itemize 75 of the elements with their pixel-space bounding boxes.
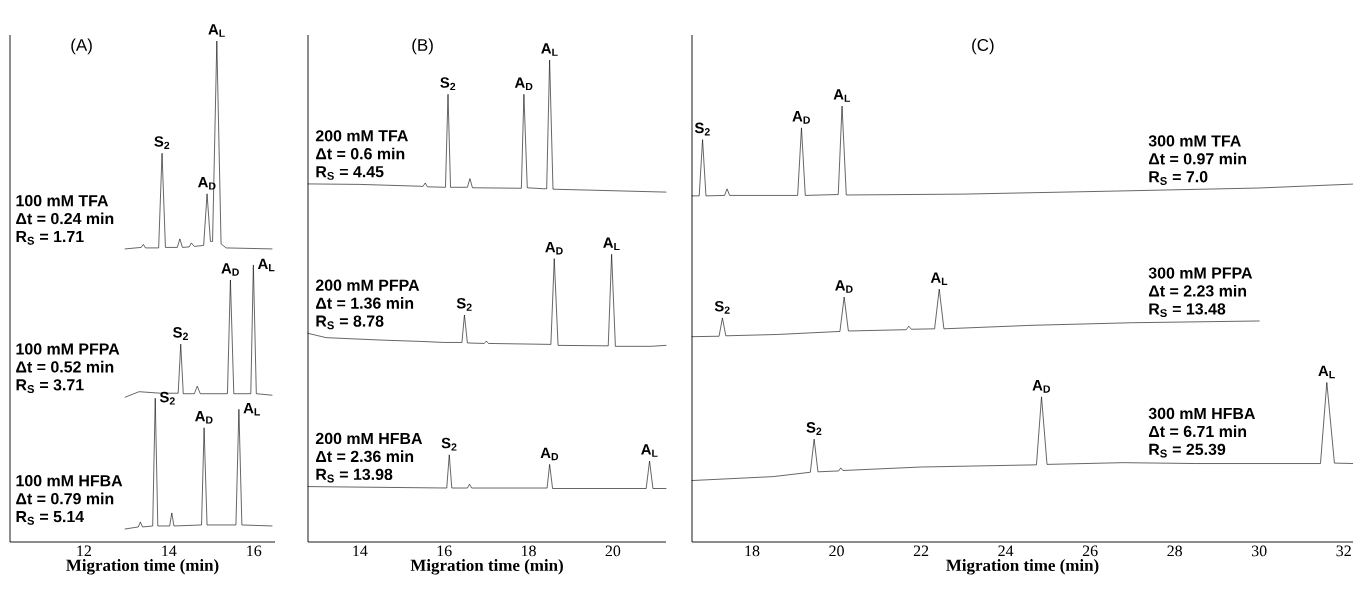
annotation: S$_{2}$	[440, 77, 456, 91]
x-axis-title: Migration time (min)	[410, 559, 563, 575]
x-tick-label: 32	[1336, 545, 1351, 557]
annotation: S$_{2}$	[806, 422, 822, 435]
annotation: S$_{2}$	[159, 391, 175, 405]
annotation: R$_{S}$ = 13.48	[1149, 303, 1226, 318]
chart-title: (B)	[412, 38, 433, 55]
annotation: Δt = 0.79 min	[16, 492, 114, 505]
x-tick-label: 20	[829, 545, 844, 557]
chart-title: (A)	[71, 38, 92, 55]
series-label: 200 mM HFBA	[315, 432, 423, 445]
annotation: Δt = 2.36 min	[316, 450, 414, 463]
annotation: Δt = 0.97 min	[1148, 152, 1247, 165]
annotation: A$_{D}$	[792, 111, 810, 124]
annotation: Δt = 0.6 min	[316, 147, 405, 160]
annotation: R$_{S}$ = 1.71	[16, 231, 84, 245]
annotation: R$_{S}$ = 4.45	[316, 166, 384, 180]
text: 300 mM TFA	[1148, 135, 1241, 147]
annotation: Δt = 6.71 min	[1148, 425, 1247, 438]
annotation: R$_{S}$ = 3.71	[16, 379, 84, 394]
annotation: A$_{D}$	[221, 263, 239, 276]
annotation: R$_{S}$ = 25.39	[1149, 443, 1226, 458]
x-tick-label: 16	[437, 545, 452, 557]
annotation: S$_{2}$	[694, 122, 710, 136]
x-tick-label: 30	[1251, 545, 1267, 557]
x-tick-label: 18	[521, 545, 536, 557]
x-tick-label: 22	[913, 545, 929, 557]
annotation: A$_{L}$	[257, 258, 275, 272]
annotation: A$_{D}$	[198, 177, 216, 190]
x-tick-label: 20	[605, 545, 621, 557]
text: 300 mM HFBA	[1148, 407, 1256, 420]
x-tick-label: 14	[353, 545, 368, 557]
annotation: R$_{S}$ = 8.78	[316, 315, 384, 330]
annotation: A$_{D}$	[1032, 380, 1051, 393]
x-axis-title: Migration time (min)	[946, 559, 1099, 575]
annotation: A$_{L}$	[603, 237, 620, 251]
x-tick-label: 28	[1167, 545, 1183, 557]
annotation: R$_{S}$ = 13.98	[316, 468, 393, 483]
annotation: Δt = 0.52 min	[16, 360, 114, 373]
text: 300 mM PFPA	[1148, 267, 1253, 279]
annotation: A$_{L}$	[243, 402, 260, 416]
annotation: A$_{L}$	[833, 89, 851, 102]
annotation: Δt = 0.24 min	[16, 212, 114, 225]
series-label: 100 mM HFBA	[16, 475, 123, 487]
text: 100 mM PFPA	[16, 343, 120, 355]
annotation: A$_{L}$	[541, 43, 558, 56]
annotation: A$_{L}$	[1318, 365, 1335, 379]
chart-title: (C)	[972, 38, 994, 55]
text: 100 mM TFA	[16, 195, 109, 207]
annotation: R$_{S}$ = 5.14	[16, 511, 85, 525]
x-tick-label: 12	[77, 545, 91, 557]
annotation: S$_{2}$	[441, 437, 457, 451]
text: 200 mM PFPA	[315, 279, 420, 291]
annotation: Δt = 1.36 min	[316, 297, 414, 309]
annotation: S$_{2}$	[714, 300, 730, 314]
x-tick-label: 26	[1082, 545, 1098, 557]
annotation: S$_{2}$	[456, 298, 472, 311]
annotation: A$_{L}$	[208, 24, 225, 37]
x-tick-label: 14	[162, 545, 177, 557]
annotation: A$_{L}$	[641, 444, 658, 457]
text: 200 mM TFA	[315, 130, 408, 142]
x-tick-label: 24	[998, 545, 1014, 557]
x-tick-label: 18	[745, 545, 760, 557]
x-tick-label: 16	[247, 545, 262, 557]
annotation: Δt = 2.23 min	[1148, 284, 1247, 297]
annotation: A$_{D}$	[195, 411, 213, 424]
annotation: A$_{D}$	[540, 447, 559, 461]
annotation: A$_{D}$	[545, 241, 563, 255]
annotation: A$_{L}$	[930, 272, 948, 285]
annotation: S$_{2}$	[173, 327, 188, 340]
annotation: R$_{S}$ = 7.0	[1149, 171, 1208, 185]
annotation: A$_{D}$	[514, 77, 533, 91]
x-axis-title: Migration time (min)	[66, 559, 219, 575]
annotation: A$_{D}$	[835, 280, 853, 293]
annotation: S$_{2}$	[154, 136, 170, 150]
